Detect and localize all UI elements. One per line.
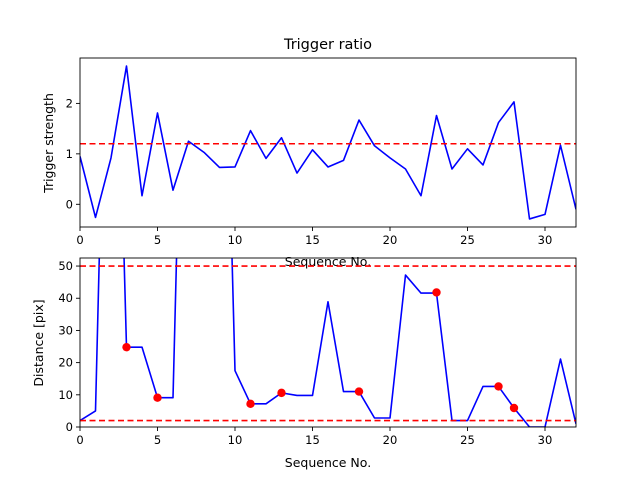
top-axes-frame xyxy=(79,57,577,228)
bottom-y-tick-label: 20 xyxy=(58,356,73,370)
bottom-y-axis-label: Distance [pix] xyxy=(31,299,46,386)
top-y-tick-label: 1 xyxy=(66,147,73,161)
top-x-tick-label: 0 xyxy=(76,233,83,247)
top-y-axis-label: Trigger strength xyxy=(41,93,56,194)
bottom-x-tick-label: 5 xyxy=(154,433,161,447)
bottom-y-tick-label: 30 xyxy=(58,323,73,337)
bottom-marker-point xyxy=(277,388,286,398)
top-plot-area: 0 5 10 15 20 25 30 0 1 2 xyxy=(66,57,577,247)
top-x-tick-label: 20 xyxy=(383,233,398,247)
bottom-x-tick-label: 20 xyxy=(383,433,398,447)
bottom-axes-frame xyxy=(79,257,577,428)
chart-title: Trigger ratio xyxy=(283,37,372,53)
top-x-tick-label: 10 xyxy=(228,233,243,247)
bottom-x-tick-label: 0 xyxy=(76,433,83,447)
bottom-marker-point xyxy=(153,393,162,402)
bottom-series-line-0 xyxy=(80,258,576,427)
bottom-x-tick-label: 15 xyxy=(305,433,320,447)
top-x-tick-label: 5 xyxy=(154,233,161,247)
bottom-marker-point xyxy=(354,387,364,396)
top-y-tick-label: 2 xyxy=(66,96,73,110)
top-series-line-0 xyxy=(80,65,576,220)
bottom-marker-point xyxy=(246,399,255,409)
bottom-x-axis-label: Sequence No. xyxy=(285,455,371,470)
top-x-tick-label: 25 xyxy=(460,233,475,247)
bottom-plot-area: 0 5 10 15 20 25 30 0 10 20 30 40 50 xyxy=(58,257,577,447)
bottom-marker-point xyxy=(509,403,519,413)
bottom-marker-point xyxy=(122,342,131,352)
top-y-tick-label: 0 xyxy=(66,197,73,211)
bottom-marker-point xyxy=(432,288,441,297)
bottom-x-tick-label: 10 xyxy=(228,433,243,447)
bottom-marker-point xyxy=(494,382,503,391)
distance-panel: Sequence No. Distance [pix] 0 5 10 15 20 25 30… xyxy=(31,257,577,470)
bottom-x-tick-label: 25 xyxy=(460,433,475,447)
bottom-y-tick-label: 10 xyxy=(58,388,73,402)
top-x-tick-label: 15 xyxy=(305,233,320,247)
bottom-y-tick-label: 0 xyxy=(66,420,73,434)
bottom-y-tick-label: 40 xyxy=(58,291,73,305)
bottom-x-tick-label: 30 xyxy=(538,433,553,447)
bottom-y-tick-label: 50 xyxy=(58,259,73,273)
top-x-tick-label: 30 xyxy=(538,233,553,247)
